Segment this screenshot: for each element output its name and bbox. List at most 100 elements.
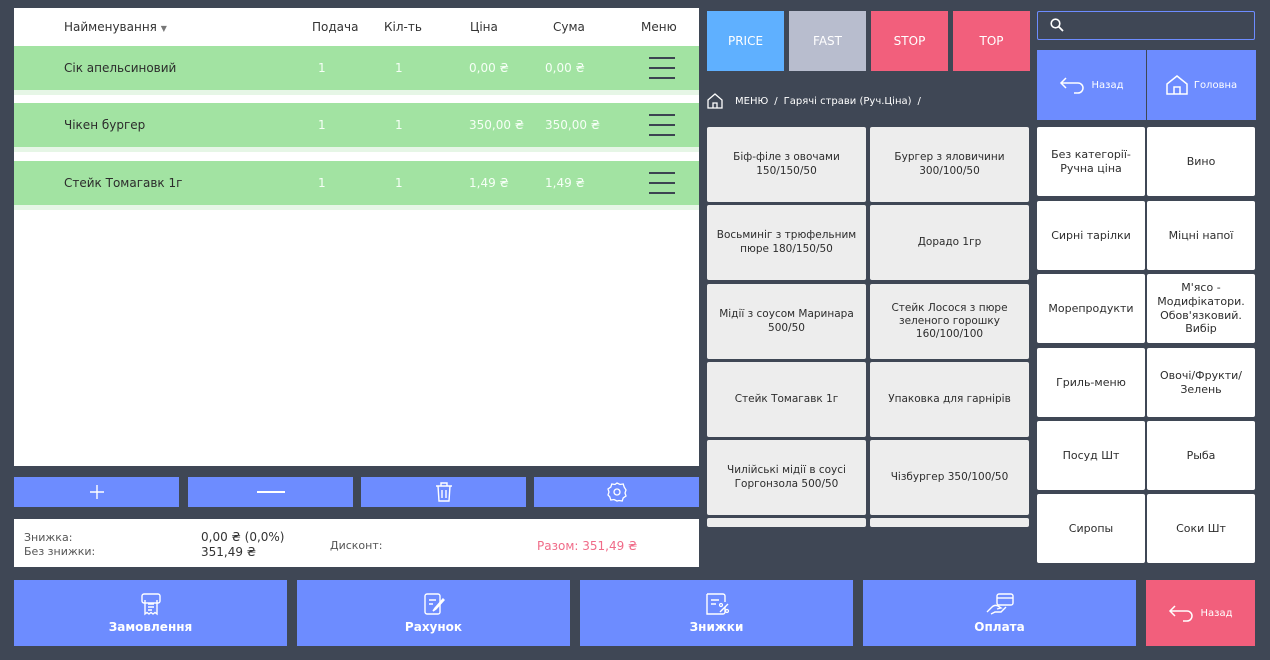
back-icon: [1169, 605, 1194, 622]
search-input[interactable]: [1037, 11, 1255, 40]
back-button[interactable]: Назад: [1037, 50, 1146, 120]
home-icon: [1166, 75, 1188, 95]
dish-tile[interactable]: Дорадо 1гр: [870, 205, 1029, 280]
discount-value: 0,00 ₴ (0,0%): [201, 530, 285, 544]
no-discount-value: 351,49 ₴: [201, 545, 257, 559]
row-menu-icon[interactable]: [649, 170, 675, 196]
category-tile[interactable]: Сирні тарілки: [1037, 201, 1145, 270]
category-tile[interactable]: Морепродукти: [1037, 274, 1145, 343]
column-sum-header: Сума: [553, 20, 585, 34]
dish-tile-partial[interactable]: [870, 518, 1029, 527]
delete-button[interactable]: [361, 477, 526, 507]
bill-button[interactable]: Рахунок: [297, 580, 570, 646]
add-button[interactable]: [14, 477, 179, 507]
price-button[interactable]: PRICE: [707, 11, 784, 71]
order-row[interactable]: Сік апельсиновий 1 1 0,00 ₴ 0,00 ₴: [14, 46, 699, 95]
order-item-serve: 1: [318, 176, 326, 190]
payment-button[interactable]: Оплата: [863, 580, 1136, 646]
dish-tile[interactable]: Чилійські мідії в соусі Горгонзола 500/5…: [707, 440, 866, 515]
category-tile[interactable]: Рыба: [1147, 421, 1255, 490]
order-item-price: 0,00 ₴: [469, 61, 509, 75]
row-menu-icon[interactable]: [649, 55, 675, 81]
payment-label: Оплата: [974, 620, 1025, 634]
breadcrumb-trailing: /: [917, 95, 921, 107]
fast-button[interactable]: FAST: [789, 11, 866, 71]
order-item-name: Сік апельсиновий: [64, 61, 177, 75]
dish-tile[interactable]: Бургер з яловичини 300/100/50: [870, 127, 1029, 202]
row-menu-icon[interactable]: [649, 112, 675, 138]
dish-tile-partial[interactable]: [707, 518, 866, 527]
dish-tile[interactable]: Чізбургер 350/100/50: [870, 440, 1029, 515]
bill-label: Рахунок: [404, 620, 463, 634]
discount-card-label: Дисконт:: [330, 539, 383, 552]
totals-panel: Знижка: Без знижки: 0,00 ₴ (0,0%) 351,49…: [14, 519, 699, 567]
settings-button[interactable]: [534, 477, 699, 507]
category-tile[interactable]: Посуд Шт: [1037, 421, 1145, 490]
trash-icon: [435, 482, 452, 502]
discounts-button[interactable]: Знижки: [580, 580, 853, 646]
no-discount-label: Без знижки:: [24, 545, 96, 558]
order-table-header: Найменування ▼ Подача Кіл-ть Ціна Сума М…: [14, 8, 699, 46]
orders-label: Замовлення: [108, 620, 193, 634]
order-item-name: Стейк Томагавк 1г: [64, 176, 183, 190]
discounts-label: Знижки: [689, 620, 744, 634]
plus-icon: [89, 485, 104, 499]
remove-button[interactable]: [188, 477, 353, 507]
column-name-label: Найменування: [64, 20, 157, 34]
search-icon: [1050, 18, 1064, 32]
category-tile[interactable]: Овочі/Фрукти/ Зелень: [1147, 348, 1255, 417]
category-tile[interactable]: Гриль-меню: [1037, 348, 1145, 417]
order-item-name: Чікен бургер: [64, 118, 146, 132]
breadcrumb-root[interactable]: МЕНЮ: [735, 95, 769, 107]
column-menu-header: Меню: [641, 20, 677, 34]
dish-tile[interactable]: Упаковка для гарнірів: [870, 362, 1029, 437]
sort-icon: ▼: [160, 24, 167, 33]
category-tile[interactable]: М'ясо - Модифікатори. Обов'язковий. Вибі…: [1147, 274, 1255, 343]
order-item-qty: 1: [395, 118, 403, 132]
home-label: Головна: [1193, 79, 1238, 91]
percent-tag-icon: [705, 593, 729, 615]
top-button[interactable]: TOP: [953, 11, 1030, 71]
order-item-sum: 0,00 ₴: [545, 61, 585, 75]
total-value: Разом: 351,49 ₴: [537, 539, 638, 553]
order-item-sum: 350,00 ₴: [545, 118, 601, 132]
stop-button[interactable]: STOP: [871, 11, 948, 71]
column-price-header: Ціна: [470, 20, 498, 34]
back-label: Назад: [1091, 79, 1124, 91]
category-tile[interactable]: Соки Шт: [1147, 494, 1255, 563]
order-item-qty: 1: [395, 61, 403, 75]
dish-tile[interactable]: Стейк Лосося з пюре зеленого горошку 160…: [870, 284, 1029, 359]
document-edit-icon: [423, 593, 445, 615]
orders-button[interactable]: Замовлення: [14, 580, 287, 646]
order-panel: Найменування ▼ Подача Кіл-ть Ціна Сума М…: [14, 8, 699, 466]
column-serve-header: Подача: [312, 20, 359, 34]
category-tile[interactable]: Без категорії-Ручна ціна: [1037, 127, 1145, 196]
order-item-price: 1,49 ₴: [469, 176, 509, 190]
breadcrumb-separator: /: [774, 95, 778, 107]
category-tile[interactable]: Вино: [1147, 127, 1255, 196]
order-row[interactable]: Стейк Томагавк 1г 1 1 1,49 ₴ 1,49 ₴: [14, 161, 699, 210]
dish-tile[interactable]: Мідії з соусом Маринара 500/50: [707, 284, 866, 359]
order-item-serve: 1: [318, 61, 326, 75]
gear-icon: [606, 482, 627, 502]
column-name-header[interactable]: Найменування ▼: [64, 20, 167, 34]
category-tile[interactable]: Міцні напої: [1147, 201, 1255, 270]
discount-label: Знижка:: [24, 531, 73, 544]
order-item-price: 350,00 ₴: [469, 118, 525, 132]
order-item-sum: 1,49 ₴: [545, 176, 585, 190]
dish-tile[interactable]: Біф-філе з овочами 150/150/50: [707, 127, 866, 202]
breadcrumb-current: Гарячі страви (Руч.Ціна): [783, 95, 912, 107]
receipt-icon: [140, 593, 161, 616]
category-tile[interactable]: Сиропы: [1037, 494, 1145, 563]
column-qty-header: Кіл-ть: [384, 20, 422, 34]
back-icon: [1060, 77, 1085, 94]
home-icon[interactable]: [707, 93, 723, 109]
order-row[interactable]: Чікен бургер 1 1 350,00 ₴ 350,00 ₴: [14, 103, 699, 152]
bottom-back-label: Назад: [1200, 607, 1233, 619]
order-item-serve: 1: [318, 118, 326, 132]
dish-tile[interactable]: Восьминіг з трюфельним пюре 180/150/50: [707, 205, 866, 280]
bottom-back-button[interactable]: Назад: [1146, 580, 1255, 646]
dish-tile[interactable]: Стейк Томагавк 1г: [707, 362, 866, 437]
home-button[interactable]: Головна: [1147, 50, 1256, 120]
minus-icon: [256, 491, 285, 493]
